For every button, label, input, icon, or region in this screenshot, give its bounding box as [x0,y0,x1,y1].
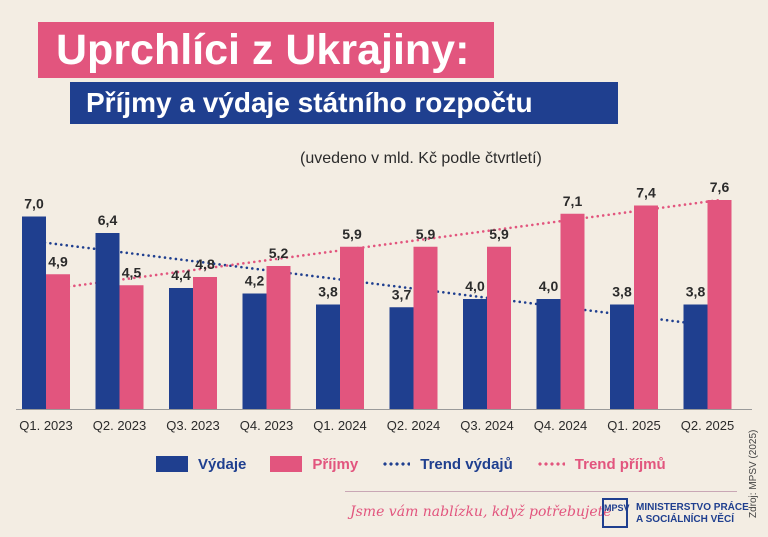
x-tick-label-5: Q2. 2024 [387,418,441,433]
data-label-prijmy-8: 7,4 [636,185,656,201]
legend-item-trend-prijmu: Trend příjmů [536,455,666,473]
data-label-prijmy-0: 4,9 [48,253,68,269]
x-tick-label-4: Q1. 2024 [313,418,367,433]
x-tick-label-9: Q2. 2025 [681,418,735,433]
footer-divider [345,491,737,492]
bar-vydaje-9 [683,304,708,409]
legend-item-trend-vydaju: Trend výdajů [382,456,513,473]
bar-prijmy-6 [487,246,511,409]
mpsv-logo-icon: MPSV [602,498,630,528]
bar-prijmy-4 [340,246,364,409]
x-tick-label-0: Q1. 2023 [19,418,73,433]
bar-prijmy-8 [634,205,658,409]
trend-line-prijmy [56,198,721,290]
page-title: Uprchlíci z Ukrajiny: [38,22,494,78]
bar-prijmy-2 [193,277,217,409]
legend-label-trend-vydaju: Trend výdajů [420,455,513,473]
bar-vydaje-1 [95,233,120,409]
legend-swatch-trend-vydaju [382,462,411,466]
bar-prijmy-9 [707,200,732,409]
bar-vydaje-5 [389,307,414,409]
data-label-prijmy-4: 5,9 [342,226,362,242]
bar-chart: 7,0 4,9 Q1. 2023 6,4 4,5 Q2. 2023 4,44,8 Q3. 20… [16,179,752,433]
data-label-vydaje-2: 4,4 [171,267,191,283]
legend-label-prijmy: Příjmy [312,455,359,473]
footer-slogan: Jsme vám nablízku, když potřebujete [350,504,612,520]
ministry-name: MINISTERSTVO PRÁCE A SOCIÁLNÍCH VĚCÍ [636,502,749,525]
bar-prijmy-1 [119,285,144,409]
data-label-prijmy-3: 5,2 [269,245,289,261]
legend-swatch-vydaje [156,456,188,472]
bar-prijmy-3 [266,266,291,409]
bar-vydaje-7 [536,299,561,409]
legend-swatch-trend-prijmu [536,462,565,466]
x-tick-label-2: Q3. 2023 [166,418,220,433]
chart-note: (uvedeno v mld. Kč podle čtvrtletí) [300,150,542,167]
data-label-vydaje-3: 4,2 [245,273,265,289]
bar-vydaje-4 [316,304,340,409]
data-label-vydaje-4: 3,8 [318,284,338,300]
data-label-prijmy-7: 7,1 [563,193,583,209]
legend-swatch-prijmy [270,456,303,472]
data-label-vydaje-1: 6,4 [98,212,118,228]
data-label-prijmy-6: 5,9 [489,226,509,242]
bar-vydaje-8 [610,304,634,409]
x-tick-label-6: Q3. 2024 [460,418,514,433]
legend-item-vydaje: Výdaje [156,456,246,473]
x-tick-label-7: Q4. 2024 [534,418,588,433]
data-label-vydaje-0: 7,0 [24,196,44,212]
bar-vydaje-2 [169,288,193,409]
page-subtitle-banner: Příjmy a výdaje státního rozpočtu [70,82,618,124]
legend-label-vydaje: Výdaje [198,455,247,473]
data-label-vydaje-6: 4,0 [465,278,485,294]
data-label-prijmy-2: 4,8 [195,256,215,272]
data-label-vydaje-8: 3,8 [612,284,632,300]
data-label-vydaje-7: 4,0 [539,278,559,294]
data-label-vydaje-9: 3,8 [686,284,706,300]
data-label-vydaje-5: 3,7 [392,286,412,302]
x-tick-label-1: Q2. 2023 [93,418,147,433]
bar-vydaje-3 [242,293,267,409]
bar-prijmy-7 [560,213,585,409]
legend-label-trend-prijmu: Trend příjmů [574,455,666,473]
data-label-prijmy-9: 7,6 [710,179,730,195]
trend-line-vydaje [32,239,697,326]
x-tick-label-8: Q1. 2025 [607,418,661,433]
x-tick-label-3: Q4. 2023 [240,418,294,433]
data-label-prijmy-1: 4,5 [122,264,142,280]
legend-item-prijmy: Příjmy [270,456,358,473]
data-label-prijmy-5: 5,9 [416,226,436,242]
bar-vydaje-0 [22,216,46,409]
source-note: Zdroj: MPSV (2025) [748,429,759,518]
bar-prijmy-5 [413,246,438,409]
chart-legend: Výdaje Příjmy Trend výdajů Trend příjmů [156,452,690,476]
bar-vydaje-6 [463,299,487,409]
bar-prijmy-0 [46,274,70,409]
